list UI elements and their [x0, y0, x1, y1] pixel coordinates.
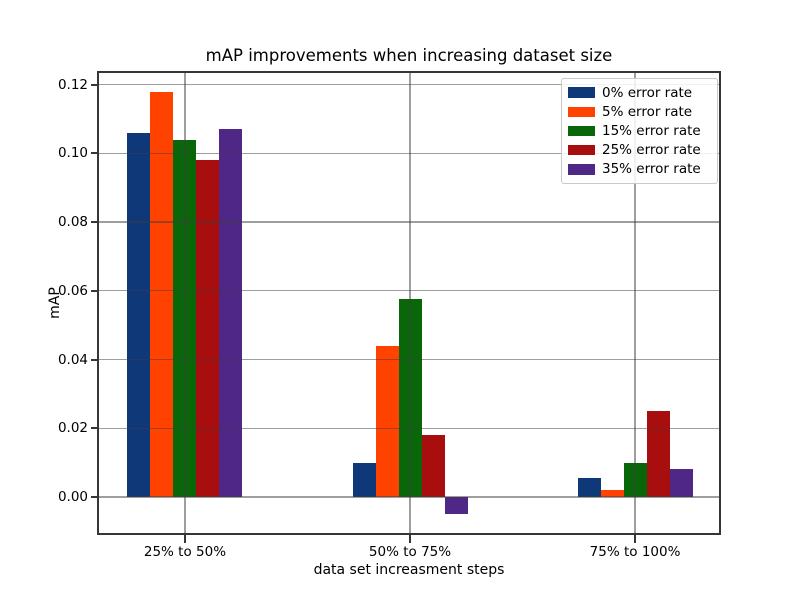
bar	[196, 160, 220, 497]
legend-item: 35% error rate	[568, 161, 717, 177]
y-tick-label: 0.10	[57, 145, 88, 162]
y-tick-mark	[91, 495, 99, 498]
x-tick-label: 50% to 75%	[368, 544, 452, 560]
x-axis-label: data set increasment steps	[313, 562, 505, 578]
y-tick-mark	[91, 83, 99, 86]
bars-layer	[99, 73, 719, 533]
bar	[352, 462, 376, 497]
x-tick-mark	[183, 535, 186, 543]
bar	[623, 462, 647, 497]
bar	[646, 411, 670, 497]
y-tick-label: 0.02	[57, 420, 88, 437]
legend-item: 15% error rate	[568, 123, 717, 139]
bar	[219, 129, 243, 497]
legend-swatch	[568, 106, 595, 118]
legend-swatch	[568, 125, 595, 137]
legend-item-label: 0% error rate	[602, 84, 693, 101]
legend-item-label: 5% error rate	[602, 103, 693, 120]
x-tick-mark	[634, 535, 637, 543]
y-tick-mark	[91, 152, 99, 155]
legend-swatch	[568, 87, 595, 98]
legend-item: 5% error rate	[568, 104, 717, 120]
bar	[600, 490, 624, 497]
legend: 0% error rate 5% error rate 15% error rate…	[561, 78, 718, 184]
y-tick-label: 0.06	[57, 282, 88, 299]
bar	[577, 478, 601, 497]
y-tick-label: 0.08	[57, 214, 88, 231]
y-tick-mark	[91, 358, 99, 361]
x-tick-label: 25% to 50%	[143, 544, 227, 560]
y-tick-mark	[91, 289, 99, 292]
bar	[173, 139, 197, 497]
bar	[150, 91, 174, 497]
legend-item: 25% error rate	[568, 142, 717, 158]
legend-item: 0% error rate	[568, 85, 717, 101]
y-tick-mark	[91, 427, 99, 430]
y-tick-label: 0.00	[57, 488, 88, 505]
bar	[421, 435, 445, 497]
bar	[669, 469, 693, 497]
legend-item-label: 25% error rate	[602, 142, 701, 159]
x-tick-label: 75% to 100%	[589, 544, 681, 560]
y-tick-label: 0.12	[57, 76, 88, 93]
bar	[398, 299, 422, 497]
chart-title: mAP improvements when increasing dataset…	[205, 46, 613, 65]
legend-swatch	[568, 164, 595, 175]
y-tick-label: 0.04	[57, 351, 88, 368]
legend-item-label: 15% error rate	[602, 122, 701, 139]
bar	[127, 132, 151, 497]
bar	[444, 496, 468, 515]
y-tick-mark	[91, 221, 99, 224]
bar	[375, 345, 399, 497]
legend-item-label: 35% error rate	[602, 161, 701, 178]
y-axis-label: mAP	[47, 287, 63, 319]
legend-swatch	[568, 144, 595, 156]
x-tick-mark	[409, 535, 411, 543]
